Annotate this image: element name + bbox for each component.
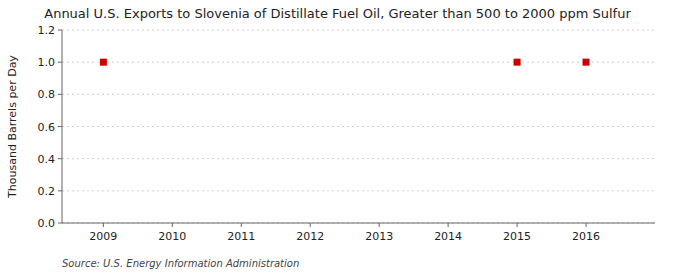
x-tick [379,223,380,227]
grid [62,30,655,223]
grid-line [62,223,655,224]
grid-line [62,126,655,127]
x-tick-label: 2011 [227,230,255,243]
grid-line [62,190,655,191]
y-tick [58,94,62,95]
x-tick [310,223,311,227]
y-tick-label: 0.2 [38,185,56,198]
y-tick-label: 1.0 [38,56,56,69]
y-tick-label: 0.4 [38,153,56,166]
x-tick-label: 2014 [434,230,462,243]
y-tick [58,126,62,127]
grid-line [62,158,655,159]
x-tick-label: 2009 [89,230,117,243]
y-tick [58,62,62,63]
y-tick [58,158,62,159]
grid-line [62,94,655,95]
grid-line [62,30,655,31]
y-tick [58,30,62,31]
x-tick [448,223,449,227]
y-tick-label: 0.6 [38,121,56,134]
points [100,59,590,66]
y-tick-label: 0.8 [38,88,56,101]
point [514,59,521,66]
y-tick [58,190,62,191]
x-tick [103,223,104,227]
x-tick [241,223,242,227]
x-axis-line [62,223,655,224]
point [583,59,590,66]
chart: Annual U.S. Exports to Slovenia of Disti… [0,0,675,275]
x-tick-label: 2012 [296,230,324,243]
source: Source: U.S. Energy Information Administ… [62,258,299,269]
y-tick-label: 0.0 [38,217,56,230]
x-tick-label: 2010 [158,230,186,243]
x-tick [586,223,587,227]
x-tick-label: 2016 [572,230,600,243]
x-tick [172,223,173,227]
y-axis-label: Thousand Barrels per Day [6,55,19,199]
title: Annual U.S. Exports to Slovenia of Disti… [44,6,631,21]
y-tick [58,223,62,224]
grid-line [62,62,655,63]
x-tick-label: 2013 [365,230,393,243]
point [100,59,107,66]
x-tick [517,223,518,227]
y-tick-label: 1.2 [38,24,56,37]
axes: 0.0 0.2 0.4 0.6 0.8 1.0 1.2 2009 2010 2011 2012 201… [38,24,656,243]
y-axis-line [62,30,63,223]
x-tick-label: 2015 [503,230,531,243]
